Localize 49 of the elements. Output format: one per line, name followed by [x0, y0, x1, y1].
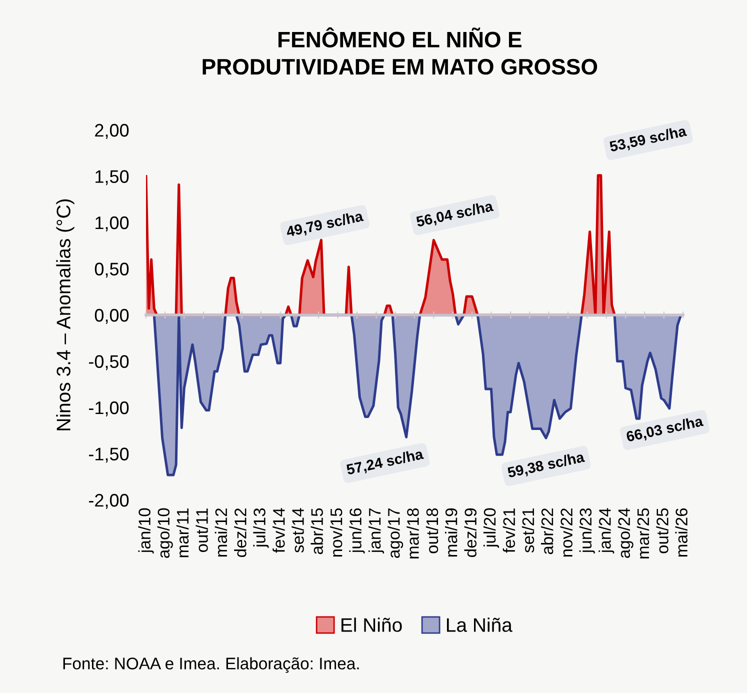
y-tick-label: 1,50 [96, 170, 129, 186]
x-tick-label: mai/19 [445, 508, 458, 557]
annotation: 56,04 sc/ha [416, 200, 494, 229]
x-tick-label: out/18 [426, 508, 438, 554]
y-tick-label: 0,50 [94, 262, 129, 278]
source-note: Fonte: NOAA e Imea. Elaboração: Imea. [63, 657, 359, 673]
y-tick-label: -1,50 [88, 448, 129, 463]
y-axis-title: Ninos 3.4 – Anomalias (°C) [56, 199, 74, 430]
x-tick-label: mai/12 [214, 508, 228, 557]
y-tick-label: -0,50 [88, 355, 129, 370]
chart-title: FENÔMENO EL NIÑO E PRODUTIVIDADE EM MATO GROSSO [202, 27, 598, 75]
x-tick-label: mar/18 [406, 508, 419, 558]
annotation: 49,79 sc/ha [286, 210, 364, 240]
y-tick-label: -2,00 [88, 494, 129, 509]
x-tick-label: jan/24 [598, 508, 614, 554]
x-tick-label: set/14 [292, 508, 304, 553]
y-tick-label: 0,00 [94, 308, 129, 324]
x-tick-label: ago/24 [618, 508, 634, 558]
x-tick-label: out/25 [656, 508, 668, 554]
x-tick-label: ago/10 [157, 508, 173, 558]
y-tick-label: 2,00 [95, 124, 129, 139]
x-tick-label: out/11 [196, 508, 208, 552]
x-tick-label: nov/22 [560, 508, 572, 557]
x-tick-label: jan/17 [368, 508, 384, 554]
x-tick-label: mar/25 [636, 508, 650, 558]
x-tick-label: abr/15 [310, 508, 323, 554]
y-tick-label: 1,00 [96, 216, 129, 232]
annotation: 66,03 sc/ha [626, 415, 704, 444]
legend-label: La Niña [446, 618, 512, 632]
x-tick-label: mar/11 [176, 508, 189, 558]
annotation: 53,59 sc/ha [609, 125, 688, 154]
x-tick-label: dez/19 [464, 508, 477, 557]
x-tick-label: jan/10 [138, 508, 154, 554]
x-tick-label: nov/15 [330, 508, 342, 557]
x-tick-label: fev/21 [502, 508, 516, 553]
x-tick-label: fev/14 [272, 508, 285, 553]
x-tick-label: abr/22 [540, 508, 554, 554]
x-tick-label: ago/17 [388, 508, 404, 558]
x-tick-label: jul/13 [253, 508, 269, 548]
x-tick-label: jun/23 [579, 508, 595, 554]
x-tick-label: jun/16 [349, 508, 365, 554]
annotation: 57,24 sc/ha [346, 448, 424, 477]
x-tick-label: mai/26 [675, 508, 688, 557]
legend-label: El Niño [342, 618, 402, 632]
x-tick-label: jul/20 [483, 508, 499, 548]
annotation: 59,38 sc/ha [507, 451, 586, 480]
x-tick-label: dez/12 [234, 508, 246, 557]
y-tick-label: -1,00 [88, 401, 129, 416]
x-tick-label: set/21 [522, 508, 534, 553]
